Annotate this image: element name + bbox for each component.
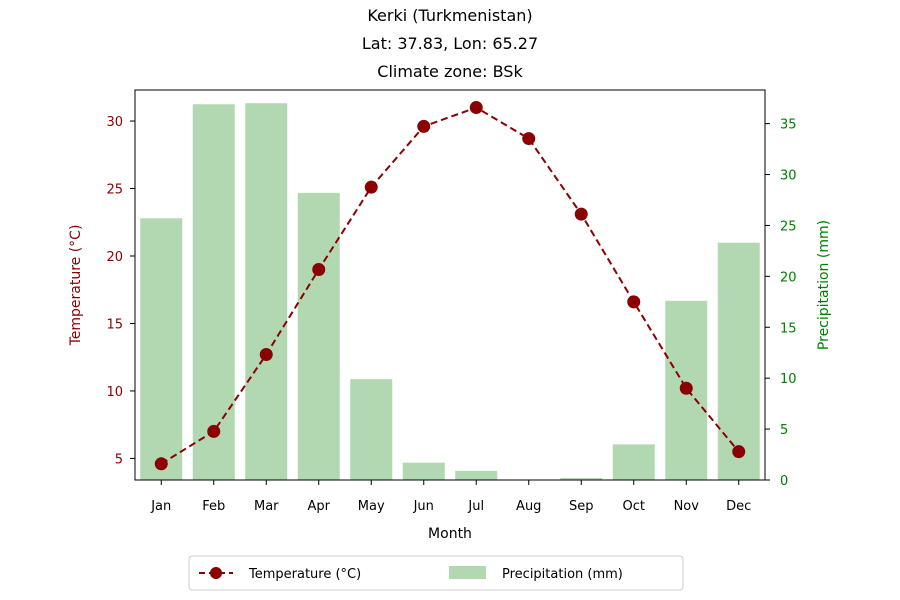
x-tick-label: Jun <box>413 499 434 514</box>
precipitation-bars <box>140 103 760 481</box>
temperature-point-oct <box>627 295 641 309</box>
left-y-tick-label: 20 <box>106 250 123 265</box>
x-tick-label: Jan <box>150 499 171 514</box>
x-axis: Jan Feb Mar Apr May Jun Jul Aug Sep Oct Nov Dec <box>150 480 751 514</box>
x-tick-label: Apr <box>308 499 331 514</box>
precipitation-bar-jun <box>402 462 445 480</box>
plot-frame <box>134 89 766 481</box>
precipitation-bar-jul <box>455 470 498 480</box>
temperature-point-aug <box>522 132 536 146</box>
left-y-axis: 5 10 15 20 25 30 <box>106 115 135 467</box>
precipitation-bar-feb <box>192 104 235 481</box>
title-line-1: Kerki (Turkmenistan) <box>367 6 532 25</box>
x-tick-label: Sep <box>569 499 594 514</box>
legend-temperature-marker-icon <box>210 567 222 579</box>
temperature-point-jul <box>469 101 483 115</box>
legend: Temperature (°C) Precipitation (mm) <box>188 555 684 591</box>
x-tick-label: Dec <box>726 499 751 514</box>
temperature-point-dec <box>732 445 746 459</box>
temperature-line <box>160 106 740 465</box>
temperature-series <box>154 101 746 471</box>
right-y-axis-label: Precipitation (mm) <box>816 220 832 350</box>
temperature-point-sep <box>574 207 588 221</box>
x-tick-label: Jul <box>467 499 484 514</box>
left-y-axis-label: Temperature (°C) <box>68 225 84 347</box>
x-axis-label: Month <box>428 526 472 542</box>
temperature-point-apr <box>312 262 326 276</box>
x-tick-label: Nov <box>674 499 700 514</box>
right-y-tick-label: 35 <box>780 118 797 133</box>
title-line-2: Lat: 37.83, Lon: 65.27 <box>362 34 538 53</box>
left-y-tick-label: 15 <box>106 317 123 332</box>
right-y-tick-label: 5 <box>780 423 788 438</box>
temperature-point-feb <box>207 424 221 438</box>
legend-temperature-label: Temperature (°C) <box>248 567 361 582</box>
x-tick-label: Feb <box>202 499 225 514</box>
title-line-3: Climate zone: BSk <box>377 62 523 81</box>
right-y-tick-label: 30 <box>780 169 797 184</box>
x-tick-label: Mar <box>254 499 279 514</box>
right-y-axis: 0 5 10 15 20 25 30 35 <box>765 118 797 489</box>
legend-precipitation-label: Precipitation (mm) <box>502 567 623 582</box>
right-y-tick-label: 20 <box>780 270 797 285</box>
legend-precipitation-swatch-icon <box>449 566 486 579</box>
legend-box <box>188 555 684 591</box>
precipitation-bar-mar <box>245 103 288 480</box>
right-y-tick-label: 0 <box>780 474 788 489</box>
temperature-point-jun <box>417 119 431 133</box>
x-tick-label: May <box>358 499 385 514</box>
right-y-tick-label: 25 <box>780 219 797 234</box>
temperature-point-jan <box>154 457 168 471</box>
precipitation-bar-oct <box>612 444 655 480</box>
temperature-point-nov <box>679 381 693 395</box>
right-y-tick-label: 15 <box>780 321 797 336</box>
left-y-tick-label: 10 <box>106 385 123 400</box>
chart-title: Kerki (Turkmenistan) Lat: 37.83, Lon: 65… <box>362 6 538 81</box>
precipitation-bar-dec <box>717 242 760 480</box>
x-tick-label: Oct <box>623 499 645 514</box>
left-y-tick-label: 25 <box>106 183 123 198</box>
right-y-tick-label: 10 <box>780 372 797 387</box>
temperature-point-may <box>364 180 378 194</box>
x-tick-label: Aug <box>516 499 541 514</box>
precipitation-bar-sep <box>560 477 603 480</box>
precipitation-bar-apr <box>297 192 340 480</box>
left-y-tick-label: 5 <box>115 452 123 467</box>
precipitation-bar-may <box>350 379 393 480</box>
temperature-point-mar <box>259 347 273 361</box>
precipitation-bar-jan <box>140 218 183 481</box>
left-y-tick-label: 30 <box>106 115 123 130</box>
